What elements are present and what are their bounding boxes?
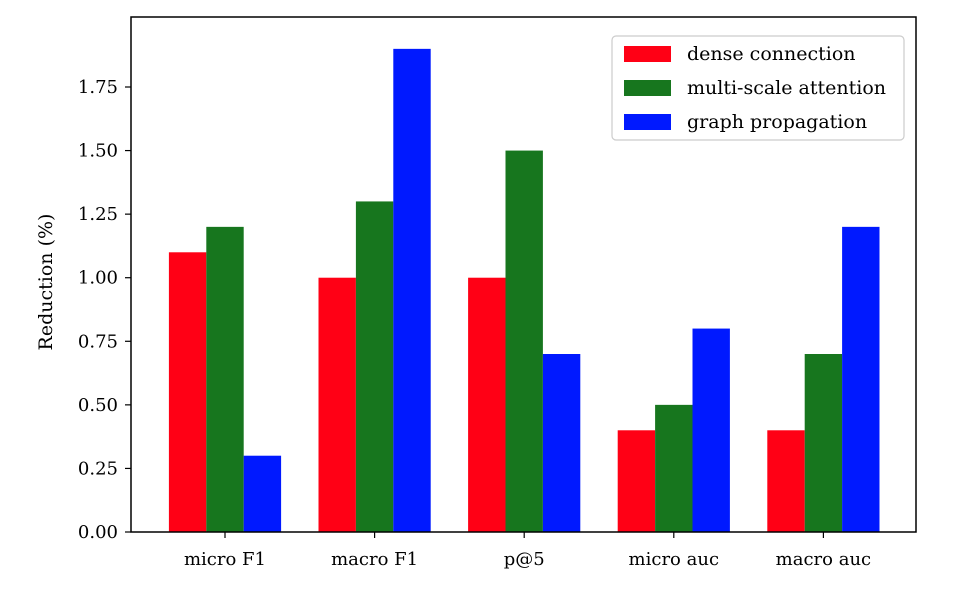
legend-label: dense connection [687, 43, 856, 65]
bar [542, 354, 581, 532]
y-tick-label: 0.50 [78, 395, 118, 416]
x-tick-label: micro auc [629, 549, 719, 570]
y-axis: 0.00 0.25 0.50 0.75 1.00 1.25 1.50 1.75 [78, 77, 131, 543]
y-tick-label: 1.50 [78, 141, 118, 162]
bar [355, 201, 394, 532]
bar [243, 455, 282, 532]
x-tick-label: micro F1 [184, 549, 266, 570]
x-tick-label: macro auc [776, 549, 871, 570]
x-tick-label: macro F1 [331, 549, 418, 570]
legend-swatch [624, 46, 671, 62]
y-tick-label: 1.00 [78, 268, 118, 289]
bar [842, 226, 880, 533]
bar [505, 150, 543, 532]
plot-frame [130, 16, 917, 533]
bars-layer [168, 48, 880, 533]
y-tick-label: 1.75 [78, 77, 118, 98]
bar [804, 354, 843, 532]
bar [168, 252, 207, 533]
bar [318, 277, 356, 532]
bar [206, 226, 244, 533]
bar [617, 430, 656, 532]
y-tick-label: 0.25 [78, 458, 118, 479]
x-tick-label: p@5 [504, 549, 545, 570]
legend-label: multi-scale attention [687, 77, 886, 99]
x-axis: micro F1 macro F1 p@5 micro auc macro auc [184, 532, 871, 570]
y-tick-label: 0.00 [78, 522, 118, 543]
bar [767, 430, 805, 532]
legend: dense connection multi-scale attention gra… [611, 35, 905, 141]
bar [692, 328, 730, 532]
bar [655, 404, 693, 532]
legend-label: graph propagation [687, 111, 867, 133]
bar [393, 48, 431, 533]
legend-swatch [624, 114, 671, 130]
y-tick-label: 0.75 [78, 331, 118, 352]
bar [468, 277, 506, 532]
legend-swatch [624, 80, 671, 96]
y-axis-label: Reduction (%) [35, 214, 57, 351]
y-tick-label: 1.25 [78, 204, 118, 225]
legend-box [611, 35, 905, 141]
